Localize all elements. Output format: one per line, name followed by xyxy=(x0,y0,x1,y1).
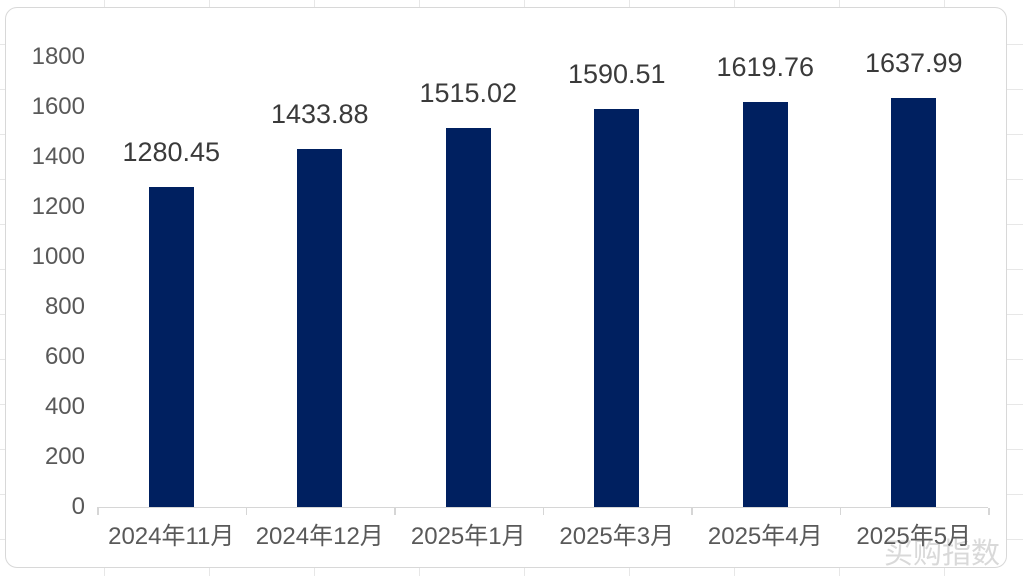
bar[interactable] xyxy=(594,109,640,507)
y-axis-tick-label: 1200 xyxy=(31,193,85,220)
watermark-text: 买购指数 xyxy=(884,538,1001,570)
bar-data-label: 1280.45 xyxy=(122,137,221,167)
bar[interactable] xyxy=(742,102,788,507)
y-axis-tick-label: 400 xyxy=(44,393,85,420)
y-axis-tick-label: 800 xyxy=(44,293,85,320)
x-axis-category-label: 2025年5月 xyxy=(856,523,972,550)
x-axis-tick xyxy=(245,508,247,515)
y-axis-tick-label: 1400 xyxy=(31,143,85,170)
x-axis-category-label: 2025年3月 xyxy=(559,523,675,550)
bar-data-label: 1619.76 xyxy=(716,52,815,82)
y-axis-tick-label: 1000 xyxy=(31,243,85,270)
x-axis-category-label: 2025年1月 xyxy=(410,523,526,550)
x-axis-category-label: 2025年4月 xyxy=(707,523,823,550)
y-axis-tick-label: 600 xyxy=(44,343,85,370)
y-axis-tick-label: 1800 xyxy=(31,43,85,70)
x-axis-line xyxy=(97,507,988,508)
y-axis-tick-label: 0 xyxy=(71,493,85,520)
y-axis-tick-label: 1600 xyxy=(31,93,85,120)
bar-data-label: 1433.88 xyxy=(270,99,369,129)
x-axis-tick xyxy=(542,508,544,515)
bar-data-label: 1637.99 xyxy=(864,48,963,78)
bar-data-label: 1590.51 xyxy=(567,59,666,89)
bar[interactable] xyxy=(148,187,194,507)
bar[interactable] xyxy=(445,128,491,507)
bar[interactable] xyxy=(297,149,343,507)
x-axis-category-label: 2024年12月 xyxy=(255,523,384,550)
x-axis-tick xyxy=(97,508,99,515)
bar[interactable] xyxy=(891,98,937,507)
x-axis-tick xyxy=(394,508,396,515)
x-axis-tick xyxy=(988,508,990,515)
x-axis-tick xyxy=(839,508,841,515)
bar-data-label: 1515.02 xyxy=(419,78,518,108)
x-axis-category-label: 2024年11月 xyxy=(108,523,235,550)
x-axis-tick xyxy=(691,508,693,515)
y-axis-tick-label: 200 xyxy=(44,443,85,470)
